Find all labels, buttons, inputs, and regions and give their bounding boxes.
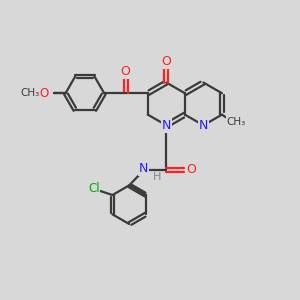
Text: O: O (161, 55, 171, 68)
Text: O: O (121, 65, 130, 78)
Text: N: N (162, 119, 171, 132)
Text: N: N (139, 162, 148, 175)
Text: N: N (199, 119, 208, 132)
Text: Cl: Cl (88, 182, 100, 195)
Text: H: H (153, 172, 162, 182)
Text: O: O (39, 87, 49, 100)
Text: CH₃: CH₃ (20, 88, 39, 98)
Text: O: O (186, 164, 196, 176)
Text: O: O (39, 87, 49, 100)
Text: CH₃: CH₃ (227, 117, 246, 127)
Text: CH₃: CH₃ (20, 88, 40, 98)
